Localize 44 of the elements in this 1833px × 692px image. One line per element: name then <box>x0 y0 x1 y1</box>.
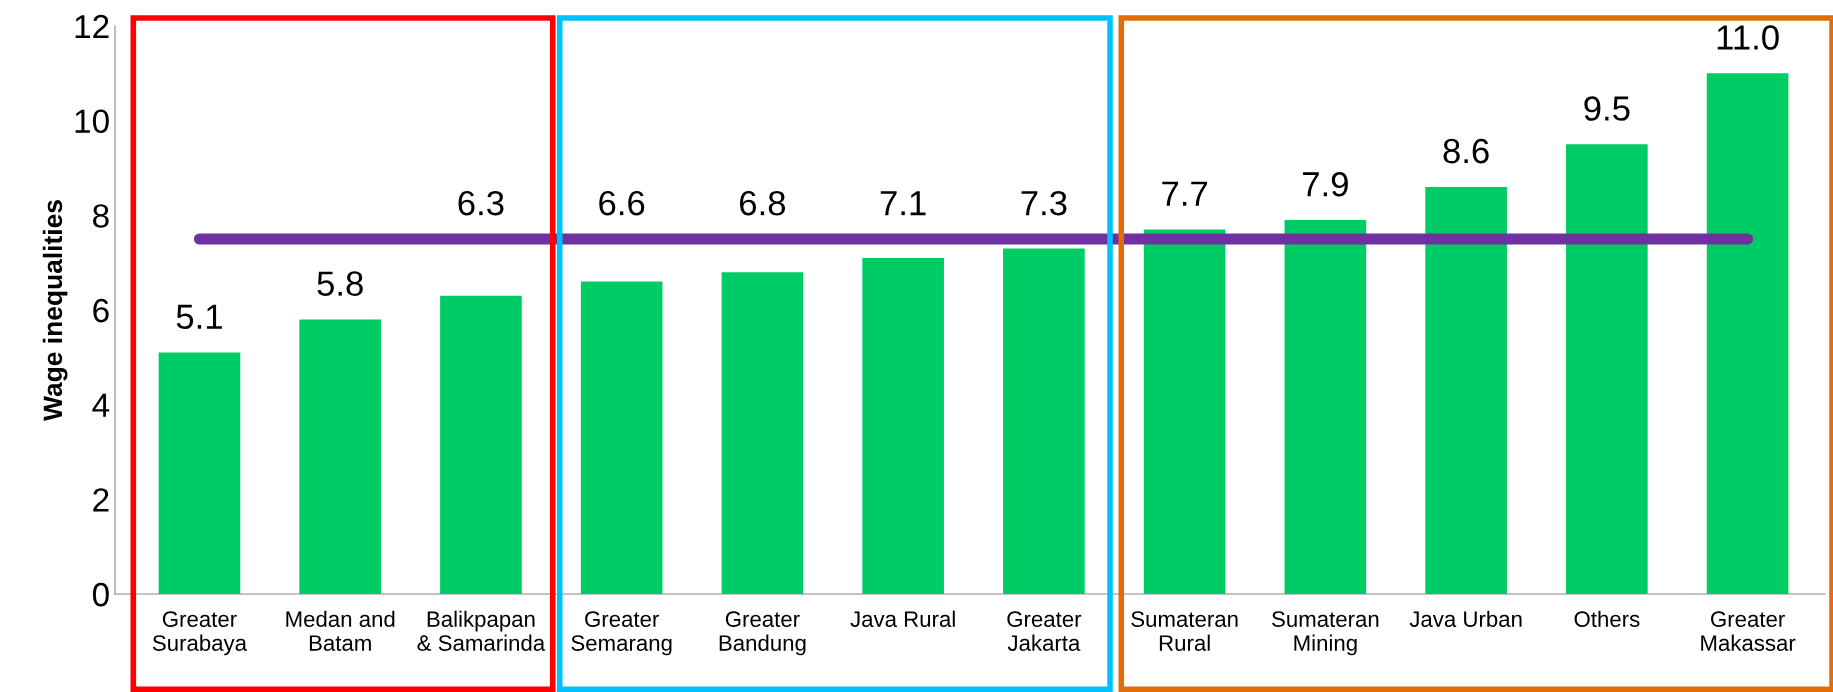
y-tick-label: 4 <box>92 393 110 417</box>
data-label: 7.3 <box>1021 190 1067 216</box>
x-tick-label: Greater Surabaya <box>152 611 248 656</box>
data-label: 11.0 <box>1717 25 1779 50</box>
y-tick-label: 6 <box>93 298 109 323</box>
x-tick-label: Sumateran Mining <box>1272 611 1379 656</box>
bar <box>580 281 663 594</box>
y-tick-label: 12 <box>75 14 109 39</box>
y-tick-label: 2 <box>93 488 109 512</box>
data-label: 6.6 <box>599 190 645 216</box>
bar <box>862 257 944 594</box>
x-tick-label: Others <box>1574 610 1640 627</box>
bar <box>1706 73 1789 594</box>
data-label: 8.6 <box>1443 138 1489 164</box>
bar <box>1284 220 1367 594</box>
bar <box>1003 248 1085 594</box>
data-label: 7.1 <box>880 191 926 216</box>
x-tick-label: Greater Jakarta <box>1007 611 1082 651</box>
y-tick-label: 10 <box>75 109 109 134</box>
data-label: 7.7 <box>1162 181 1208 206</box>
x-tick-label: Java Urban <box>1409 610 1522 627</box>
bar <box>721 272 804 594</box>
y-tick-label: 8 <box>93 204 109 228</box>
bar <box>440 295 522 594</box>
x-tick-label: Greater Makassar <box>1701 611 1796 651</box>
data-label: 7.9 <box>1303 171 1348 197</box>
bar <box>158 352 241 594</box>
data-label: 9.5 <box>1584 96 1630 121</box>
y-tick-label: 0 <box>92 582 109 607</box>
bar <box>1143 229 1226 594</box>
x-tick-label: Java Rural <box>850 610 955 627</box>
y-axis-title: Wage inequalities <box>42 200 68 421</box>
x-tick-label: Greater Bandung <box>719 611 806 656</box>
data-label: 6.3 <box>458 190 504 216</box>
x-tick-label: Sumateran Rural <box>1131 611 1238 651</box>
x-tick-label: Medan and Batam <box>286 610 395 651</box>
data-label: 5.1 <box>176 304 222 330</box>
x-tick-label: Greater Semarang <box>571 611 672 656</box>
bar <box>1566 144 1648 594</box>
x-tick-label: Balikpapan & Samarinda <box>417 610 546 651</box>
data-label: 5.8 <box>317 271 363 296</box>
bar <box>1425 186 1507 594</box>
data-label: 6.8 <box>740 190 786 216</box>
bar <box>299 319 381 594</box>
